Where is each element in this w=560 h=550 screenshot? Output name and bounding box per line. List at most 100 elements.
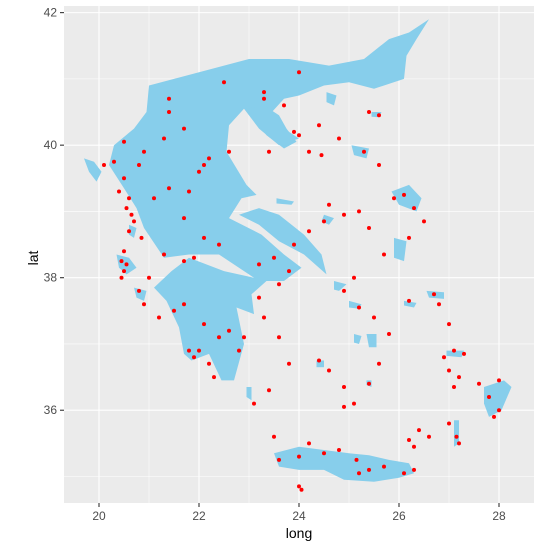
land-paros <box>354 334 362 344</box>
land-evia <box>239 208 327 275</box>
data-point <box>124 262 129 267</box>
data-point <box>112 159 116 164</box>
data-point <box>127 229 131 234</box>
y-tick-label: 38 <box>44 271 58 285</box>
data-point <box>357 305 361 310</box>
data-point <box>292 242 296 247</box>
data-point <box>352 275 356 280</box>
data-point <box>452 348 456 353</box>
data-point <box>137 288 141 293</box>
data-point <box>357 209 361 214</box>
data-point <box>337 448 341 452</box>
data-point <box>102 163 106 167</box>
data-point <box>362 149 366 154</box>
data-point <box>442 355 446 360</box>
data-point <box>127 196 131 201</box>
land-ikaria <box>404 300 417 308</box>
data-point <box>182 126 186 131</box>
data-point <box>172 308 176 313</box>
data-point <box>412 206 416 211</box>
data-point <box>327 202 331 207</box>
land-kythira <box>246 387 252 401</box>
data-point <box>387 332 391 336</box>
data-point <box>202 322 206 327</box>
land-chios <box>394 237 407 262</box>
data-point <box>137 163 141 167</box>
data-point <box>317 123 321 128</box>
data-point <box>492 414 496 419</box>
data-point <box>124 206 129 211</box>
data-point <box>192 355 196 360</box>
x-axis-title: long <box>286 525 312 541</box>
data-point <box>407 235 411 240</box>
land-limnos <box>351 145 369 159</box>
data-point <box>367 226 371 230</box>
data-point <box>322 219 326 224</box>
data-point <box>257 295 261 300</box>
data-point <box>417 428 421 433</box>
data-point <box>497 408 501 413</box>
data-point <box>227 149 231 154</box>
data-point <box>432 292 436 297</box>
data-point <box>422 219 426 224</box>
land-corfu <box>84 158 102 182</box>
data-point <box>299 487 304 492</box>
data-point <box>427 434 431 439</box>
data-point <box>407 298 411 303</box>
x-tick-label: 20 <box>92 509 106 523</box>
y-axis-title: lat <box>25 251 41 266</box>
land-kos <box>446 350 464 358</box>
axes: 20 22 24 26 28 36 38 40 42 <box>44 6 506 523</box>
data-point <box>462 351 466 356</box>
data-point <box>317 358 321 363</box>
data-point <box>272 255 276 260</box>
land-crete <box>274 446 414 482</box>
data-point <box>142 302 146 307</box>
data-point <box>287 269 291 274</box>
data-point <box>142 149 146 154</box>
data-point <box>202 235 206 240</box>
data-point <box>167 186 171 191</box>
land-chalkidiki <box>246 105 297 149</box>
data-point <box>262 90 266 95</box>
data-point <box>382 252 386 257</box>
data-point <box>132 219 136 224</box>
y-tick-label: 36 <box>44 403 58 417</box>
data-point <box>212 375 216 380</box>
data-point <box>297 454 301 459</box>
y-tick-label: 40 <box>44 138 58 152</box>
data-point <box>117 189 121 194</box>
data-point <box>272 434 276 439</box>
data-point <box>162 252 166 257</box>
data-point <box>122 139 126 144</box>
data-point <box>297 133 301 138</box>
data-point <box>252 401 256 406</box>
data-point <box>277 282 281 287</box>
data-point <box>457 375 461 380</box>
data-point <box>412 444 416 449</box>
data-point <box>377 361 381 366</box>
data-point <box>122 269 126 274</box>
data-point <box>162 136 166 141</box>
data-point <box>139 235 144 240</box>
data-point <box>307 149 311 154</box>
data-point <box>337 136 341 141</box>
data-point <box>367 467 371 472</box>
data-point <box>342 288 346 293</box>
data-point <box>497 378 501 383</box>
data-point <box>402 471 406 476</box>
data-point <box>412 467 416 472</box>
data-point <box>197 348 201 353</box>
data-point <box>277 335 281 340</box>
data-point <box>119 259 124 264</box>
data-point <box>217 242 221 247</box>
data-point <box>357 471 361 476</box>
data-point <box>262 96 266 101</box>
data-point <box>262 315 266 320</box>
land-thasos <box>326 92 337 106</box>
data-point <box>182 259 186 264</box>
data-point <box>322 451 326 456</box>
data-point <box>342 212 346 217</box>
data-point <box>367 110 371 114</box>
data-point <box>267 388 271 393</box>
